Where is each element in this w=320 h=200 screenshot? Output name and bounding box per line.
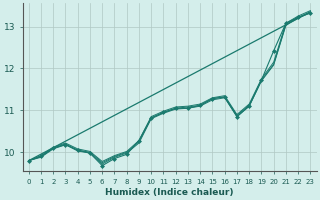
X-axis label: Humidex (Indice chaleur): Humidex (Indice chaleur) xyxy=(105,188,234,197)
